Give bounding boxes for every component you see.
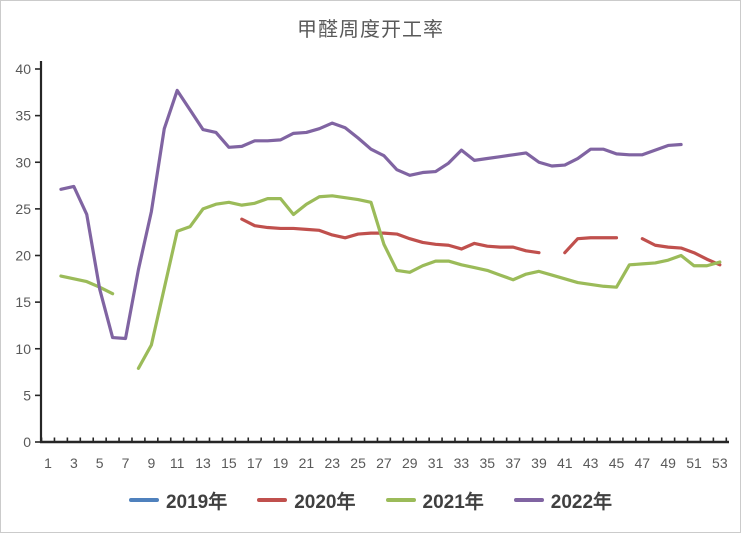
chart-title: 甲醛周度开工率 xyxy=(297,19,444,41)
x-tick-label: 11 xyxy=(170,455,185,471)
x-tick-label: 47 xyxy=(635,455,651,471)
legend-item: 2020年 xyxy=(257,487,356,514)
x-tick-label: 5 xyxy=(96,455,104,471)
series-line-2020年 xyxy=(640,237,722,267)
x-tick-label: 17 xyxy=(247,455,263,471)
series-line-2020年 xyxy=(240,217,541,255)
legend-item: 2021年 xyxy=(385,487,484,514)
legend-swatch xyxy=(385,498,416,502)
y-tick-label: 40 xyxy=(15,61,31,77)
x-tick-label: 27 xyxy=(376,455,392,471)
x-tick-label: 7 xyxy=(122,455,130,471)
y-tick-label: 25 xyxy=(15,201,31,217)
x-tick-label: 53 xyxy=(712,455,728,471)
legend-label: 2021年 xyxy=(422,491,484,513)
legend-item: 2022年 xyxy=(513,487,613,514)
x-tick-label: 21 xyxy=(299,455,315,471)
x-tick-label: 1 xyxy=(44,455,52,471)
x-tick-label: 3 xyxy=(70,455,78,471)
x-tick-label: 35 xyxy=(479,455,495,471)
x-tick-label: 29 xyxy=(402,455,418,471)
y-tick-label: 0 xyxy=(23,434,31,450)
x-tick-label: 31 xyxy=(428,455,444,471)
x-tick-label: 19 xyxy=(273,455,289,471)
legend: 2019年 2020年 2021年 2022年 xyxy=(1,484,740,516)
x-tick-label: 37 xyxy=(505,455,521,471)
x-tick-label: 33 xyxy=(454,455,470,471)
y-tick-label: 35 xyxy=(15,108,31,124)
legend-item: 2019年 xyxy=(128,487,228,514)
x-tick-label: 41 xyxy=(557,455,573,471)
y-tick-label: 5 xyxy=(23,387,31,403)
y-tick-label: 15 xyxy=(15,294,31,310)
y-tick-label: 20 xyxy=(15,248,31,264)
legend-swatch xyxy=(128,498,159,502)
legend-swatch xyxy=(513,498,544,502)
x-tick-label: 25 xyxy=(350,455,366,471)
x-tick-label: 49 xyxy=(660,455,676,471)
y-tick-label: 10 xyxy=(15,341,31,357)
x-tick-label: 39 xyxy=(531,455,547,471)
legend-label: 2020年 xyxy=(294,491,356,513)
series-line-2021年 xyxy=(136,194,722,370)
x-tick-label: 9 xyxy=(147,455,155,471)
x-tick-label: 15 xyxy=(221,455,237,471)
legend-label: 2019年 xyxy=(165,491,228,513)
series-line-2021年 xyxy=(59,274,115,296)
x-tick-label: 23 xyxy=(324,455,340,471)
series-line-2020年 xyxy=(563,236,619,255)
x-tick-label: 51 xyxy=(686,455,702,471)
x-tick-label: 13 xyxy=(195,455,211,471)
y-tick-label: 30 xyxy=(15,154,31,170)
legend-swatch xyxy=(257,498,288,502)
legend-label: 2022年 xyxy=(550,491,613,513)
x-tick-label: 43 xyxy=(583,455,599,471)
series-line-2022年 xyxy=(59,88,683,341)
x-tick-label: 45 xyxy=(609,455,625,471)
